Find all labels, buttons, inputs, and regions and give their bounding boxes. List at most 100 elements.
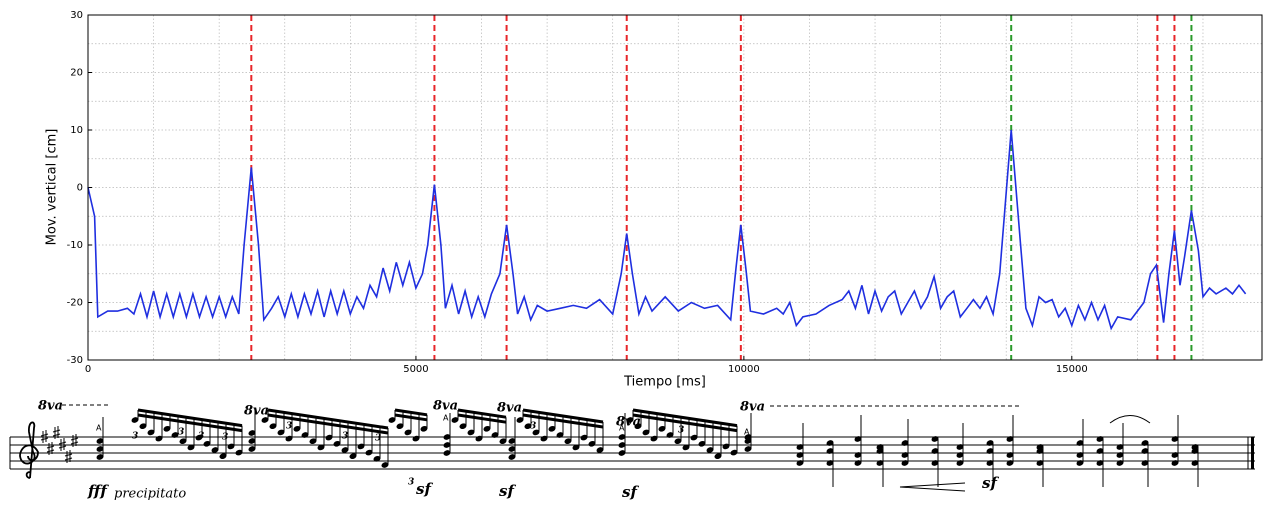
hairpin [899, 482, 966, 492]
tuplet: 3 [342, 432, 348, 442]
note-head [1076, 460, 1084, 466]
note-head [163, 425, 171, 432]
beam [632, 413, 738, 433]
note-head [349, 453, 357, 460]
note-head [596, 447, 604, 453]
note-head [365, 449, 373, 456]
note-head [404, 429, 412, 436]
note-head [381, 462, 389, 468]
note-head [388, 417, 396, 423]
note-head [931, 448, 939, 454]
note-head [203, 440, 211, 447]
note-head [986, 440, 994, 446]
note-head [1076, 440, 1084, 446]
note-head [443, 442, 451, 448]
note-head [1191, 448, 1199, 454]
note-head [467, 429, 475, 436]
note-head [588, 440, 596, 447]
dynamic: sf [499, 482, 516, 500]
note-head [682, 444, 690, 451]
note-head [540, 435, 548, 442]
note-head [357, 443, 365, 450]
note-head [96, 454, 104, 460]
plot-frame [87, 14, 1263, 361]
note-head [1116, 444, 1124, 450]
note-head [1116, 460, 1124, 466]
dynamic: fff [87, 482, 109, 500]
note-head [475, 435, 483, 442]
note-head [714, 453, 722, 460]
note-head [1006, 460, 1014, 466]
tie [1109, 415, 1151, 424]
note-head [171, 432, 179, 438]
tuplet: 3 [375, 434, 381, 444]
note-head [876, 460, 884, 466]
accent: A [443, 414, 449, 423]
tuplet: 3 [678, 426, 684, 436]
tuplet: 3 [286, 422, 292, 432]
octave-mark: 8va [244, 404, 269, 419]
note-head [1096, 436, 1104, 442]
note-head [826, 460, 834, 466]
note-head [420, 425, 428, 432]
y-tick-label: -30 [67, 355, 83, 366]
beam [267, 408, 389, 430]
note-head [508, 454, 516, 460]
note-head [1171, 460, 1179, 466]
note-head [293, 425, 301, 432]
note-head [443, 450, 451, 456]
tuplet: 3 [408, 478, 414, 488]
expression: precipitato [114, 487, 186, 502]
note-head [956, 452, 964, 458]
note-head [524, 423, 532, 430]
note-head [876, 448, 884, 454]
note-head [131, 417, 139, 423]
x-tick-label: 5000 [403, 364, 428, 375]
note-head [796, 452, 804, 458]
note-head [706, 447, 714, 453]
note-head [744, 446, 752, 452]
note-head [1171, 452, 1179, 458]
note-head [564, 438, 572, 445]
note-head [901, 440, 909, 446]
note-head [986, 460, 994, 466]
note-head [931, 436, 939, 442]
note-head [1036, 460, 1044, 466]
note-head [261, 417, 269, 423]
octave-mark: 8va [38, 399, 63, 414]
note-head [412, 435, 420, 442]
note-head [658, 425, 666, 432]
note-head [642, 429, 650, 436]
note-head [499, 438, 507, 445]
tuplet: 3 [198, 432, 204, 442]
note-head [626, 417, 634, 423]
note-head [1096, 448, 1104, 454]
note-head [211, 447, 219, 453]
y-tick-label: 20 [70, 68, 83, 79]
note-head [1141, 440, 1149, 446]
note-head [227, 443, 235, 450]
beam [394, 413, 428, 422]
note-head [301, 432, 309, 438]
note-head [901, 452, 909, 458]
note-head [854, 452, 862, 458]
note-head [195, 434, 203, 441]
beam [522, 408, 604, 424]
accent: A [96, 424, 102, 433]
y-tick-label: -20 [67, 298, 83, 309]
note-head [451, 417, 459, 423]
note-head [333, 440, 341, 447]
note-head [650, 435, 658, 442]
note-head [219, 453, 227, 460]
note-head [674, 438, 682, 445]
note-head [744, 438, 752, 444]
sharp [46, 442, 55, 455]
y-tick-label: -10 [67, 240, 83, 251]
octave-mark: 8va [616, 415, 641, 430]
note-head [618, 434, 626, 440]
note-head [147, 429, 155, 436]
note-head [508, 446, 516, 452]
dynamic: sf [416, 480, 433, 498]
note-head [1191, 460, 1199, 466]
